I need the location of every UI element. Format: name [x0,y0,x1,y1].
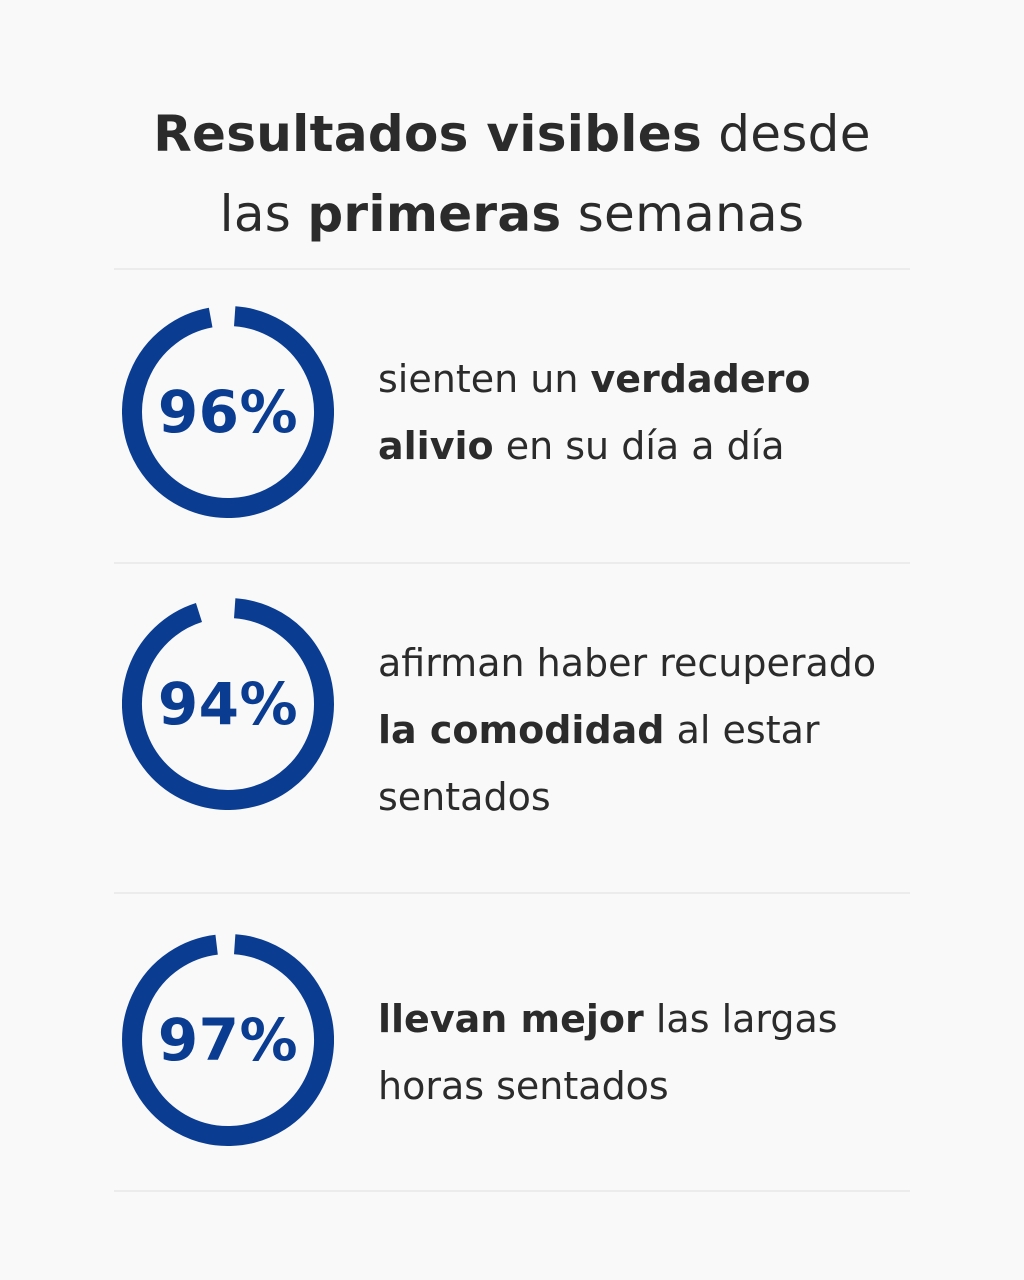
progress-ring: 97% [122,934,334,1146]
description-line: sienten un verdadero [378,346,958,413]
description-line: horas sentados [378,1053,958,1120]
stat-description: afirman haber recuperado la comodidad al … [378,630,958,831]
divider [114,562,910,564]
description-line: alivio en su día a día [378,413,958,480]
description-line: sentados [378,764,958,831]
description-line: llevan mejor las largas [378,986,958,1053]
description-bold-text: verdadero [590,357,811,401]
page-title: Resultados visibles desde las primeras s… [0,94,1024,254]
percentage-label: 96% [157,378,299,446]
title-bold-2: primeras [307,184,562,243]
title-line-1: Resultados visibles desde [0,94,1024,174]
ring-svg [122,306,334,518]
description-text: sienten un [378,357,591,401]
description-bold-text: la comodidad [378,708,665,752]
title-bold-1: Resultados visibles [153,104,703,163]
title-line-2: las primeras semanas [0,174,1024,254]
title-rest-1: desde [702,104,871,163]
description-text: horas sentados [378,1064,669,1108]
description-bold-text: llevan mejor [378,997,644,1041]
description-text: afirman haber recuperado [378,641,877,685]
title-start-2: las [219,184,308,243]
stat-description: sienten un verdadero alivio en su día a d… [378,346,958,480]
percentage-label: 94% [157,670,299,738]
description-bold-text: alivio [378,424,494,468]
ring-arc [122,306,334,518]
divider [114,1190,910,1192]
ring-svg [122,934,334,1146]
description-text: las largas [643,997,838,1041]
percentage-label: 97% [157,1006,299,1074]
description-text: sentados [378,775,551,819]
ring-svg [122,598,334,810]
description-line: la comodidad al estar [378,697,958,764]
divider [114,892,910,894]
stat-description: llevan mejor las largas horas sentados [378,986,958,1120]
title-rest-2: semanas [561,184,805,243]
progress-ring: 96% [122,306,334,518]
divider [114,268,910,270]
description-text: al estar [664,708,820,752]
ring-arc [122,934,334,1146]
ring-arc [122,598,334,810]
progress-ring: 94% [122,598,334,810]
description-text: en su día a día [493,424,785,468]
description-line: afirman haber recuperado [378,630,958,697]
